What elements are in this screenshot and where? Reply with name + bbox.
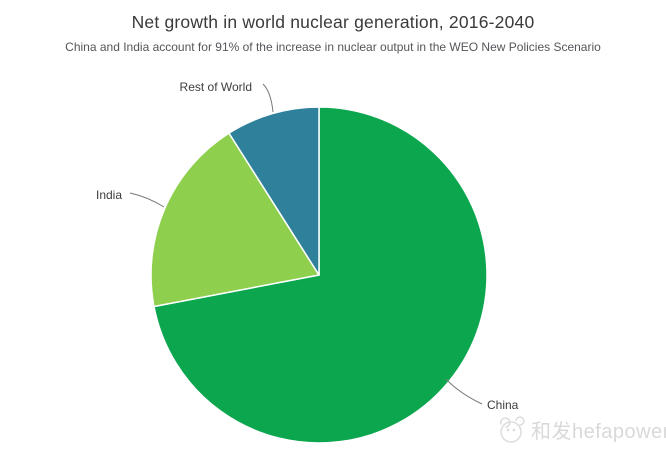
leader-line-china — [445, 378, 483, 405]
pie-slice-rest-of-world — [228, 106, 320, 276]
leader-lines — [129, 83, 483, 405]
slice-label-rest-of-world: Rest of World — [179, 80, 252, 94]
watermark: 和发hefapower — [494, 412, 666, 446]
leader-line-india — [129, 192, 165, 208]
slice-label-china: China — [487, 398, 519, 412]
chart-title: Net growth in world nuclear generation, … — [131, 12, 535, 32]
watermark-logo-icon — [499, 416, 525, 443]
watermark-text: 和发hefapower — [531, 420, 666, 443]
pie-slice-india — [150, 132, 320, 308]
slice-label-india: India — [96, 188, 123, 202]
chart-subtitle: China and India account for 91% of the i… — [65, 40, 601, 54]
pie-slices — [150, 106, 488, 444]
leader-line-rest-of-world — [262, 83, 274, 113]
